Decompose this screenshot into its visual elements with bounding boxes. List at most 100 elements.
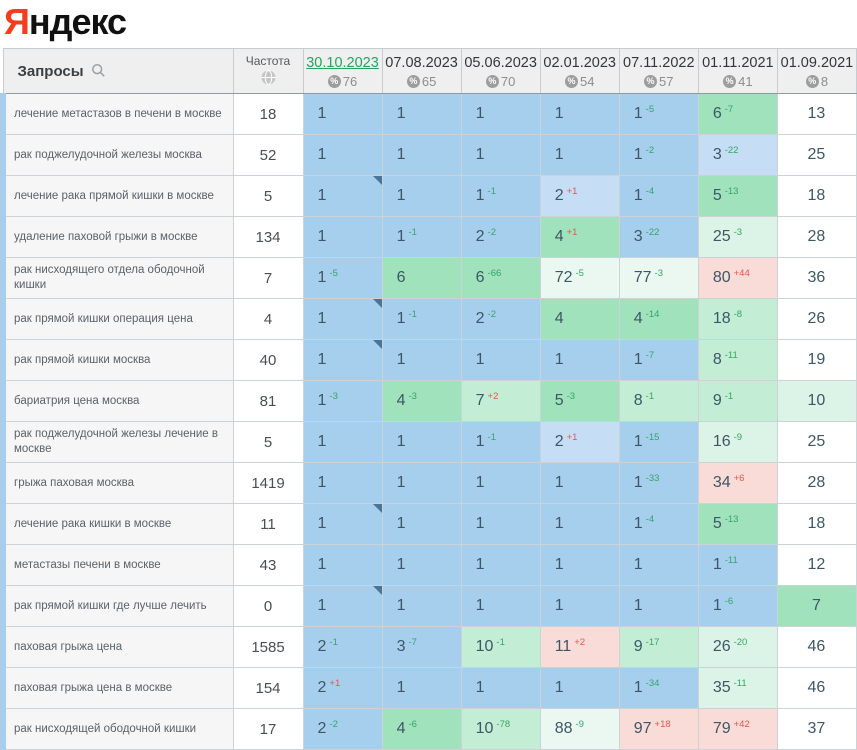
- table-row: удаление паховой грыжи в москве 134 1 1 -1 2-…: [0, 216, 857, 258]
- date-column-header[interactable]: 07.11.2022 % 57: [618, 48, 699, 94]
- date-column-link[interactable]: 07.11.2022: [623, 54, 695, 71]
- query-cell[interactable]: лечение метастазов в печени в москве: [0, 93, 234, 135]
- position-cell: 2 -2: [460, 298, 541, 340]
- frequency-cell: 43: [232, 544, 304, 586]
- position-value: 2: [554, 433, 564, 450]
- query-cell[interactable]: бариатрия цена москва: [0, 380, 234, 422]
- position-cell: 6: [381, 257, 462, 299]
- position-cell: 1 -5: [618, 93, 699, 135]
- frequency-cell: 18: [232, 93, 304, 135]
- position-value: 1: [396, 597, 406, 614]
- date-column-header[interactable]: 01.11.2021% 41: [697, 48, 778, 94]
- date-column-link[interactable]: 05.06.2023: [464, 54, 537, 71]
- queries-column-header: Запросы: [2, 48, 234, 94]
- position-cell: 46: [776, 667, 857, 709]
- position-cell: 2 -2: [460, 216, 541, 258]
- query-cell[interactable]: метастазы печени в москве: [0, 544, 234, 586]
- query-cell[interactable]: рак прямой кишки москва: [0, 339, 234, 381]
- position-value: 37: [807, 720, 826, 737]
- position-cell: 1 -1: [460, 421, 541, 463]
- position-cell: 4 -14: [618, 298, 699, 340]
- query-cell[interactable]: рак нисходящей ободочной кишки: [0, 708, 234, 750]
- position-change: -2: [487, 226, 496, 238]
- position-value: 4: [633, 310, 643, 327]
- percent-circle-icon: %: [805, 74, 819, 88]
- position-cell-with-note: 1: [302, 298, 383, 340]
- date-column-header[interactable]: 02.01.2023% 54: [539, 48, 620, 94]
- position-cell: 1: [302, 544, 383, 586]
- position-value: 12: [807, 556, 826, 573]
- query-cell[interactable]: паховая грыжа цена: [0, 626, 234, 668]
- position-value: 1: [396, 228, 406, 245]
- query-text: паховая грыжа цена в москве: [14, 681, 173, 694]
- position-change: -2: [645, 144, 655, 156]
- position-cell: 1: [302, 134, 383, 176]
- table-row: рак поджелудочной железы москва 52 1 1 1 1 1 -2…: [0, 134, 857, 176]
- position-change: -2: [329, 718, 338, 730]
- date-column-link[interactable]: 02.01.2023: [543, 54, 616, 71]
- position-value: 36: [807, 269, 826, 286]
- table-row: метастазы печени в москве 43 1 1 1 1 1 1 -11 12: [0, 544, 857, 586]
- query-cell[interactable]: рак прямой кишки где лучше лечить: [0, 585, 234, 627]
- position-cell: 25: [776, 134, 857, 176]
- position-value: 1: [396, 351, 406, 368]
- position-change: -34: [645, 677, 660, 689]
- position-cell: 35 -11: [697, 667, 778, 709]
- query-cell[interactable]: паховая грыжа цена в москве: [0, 667, 234, 709]
- query-cell[interactable]: рак нисходящего отдела ободочной кишки: [0, 257, 234, 299]
- column-score: % 57: [620, 74, 698, 89]
- query-cell[interactable]: удаление паховой грыжи в москве: [0, 216, 234, 258]
- frequency-cell: 81: [232, 380, 304, 422]
- column-score: % 76: [304, 74, 382, 89]
- position-change: +1: [566, 431, 578, 443]
- position-value: 8: [633, 392, 643, 409]
- query-cell[interactable]: рак поджелудочной железы москва: [0, 134, 234, 176]
- date-column-header[interactable]: 30.10.2023 % 76: [302, 48, 383, 94]
- position-value: 10: [475, 638, 494, 655]
- position-value: 1: [633, 515, 643, 532]
- date-column-header[interactable]: 05.06.2023% 70: [460, 48, 541, 94]
- position-change: -22: [645, 226, 660, 238]
- table-row: рак поджелудочной железы лечение в москв…: [0, 421, 857, 463]
- position-value: 46: [807, 638, 826, 655]
- position-cell: 1: [381, 585, 462, 627]
- date-column-header[interactable]: 01.09.2021% 8: [776, 48, 857, 94]
- position-cell: 1: [460, 462, 541, 504]
- position-cell: 9 -17: [618, 626, 699, 668]
- date-column-link[interactable]: 01.11.2021: [702, 54, 774, 71]
- query-cell[interactable]: лечение рака кишки в москве: [0, 503, 234, 545]
- date-column-link[interactable]: 01.09.2021: [780, 54, 854, 71]
- percent-circle-icon: %: [485, 74, 499, 88]
- query-cell[interactable]: рак поджелудочной железы лечение в москв…: [0, 421, 234, 463]
- position-value: 1: [317, 351, 327, 368]
- position-cell: 1: [539, 667, 620, 709]
- date-column-link[interactable]: 07.08.2023: [385, 54, 458, 71]
- query-cell[interactable]: лечение рака прямой кишки в москве: [0, 175, 234, 217]
- position-cell: 80 +44: [697, 257, 778, 299]
- date-column-link[interactable]: 30.10.2023: [306, 54, 379, 71]
- query-cell[interactable]: рак прямой кишки операция цена: [0, 298, 234, 340]
- position-value: 1: [475, 515, 485, 532]
- position-cell: 2 +1: [539, 175, 620, 217]
- position-value: 1: [317, 269, 327, 286]
- position-change: -78: [496, 718, 511, 730]
- date-column-header[interactable]: 07.08.2023 % 65: [381, 48, 462, 94]
- yandex-logo[interactable]: Яндекс: [0, 0, 857, 48]
- position-value: 6: [475, 269, 485, 286]
- position-cell: 7: [776, 585, 857, 627]
- position-change: -7: [645, 349, 655, 361]
- query-cell[interactable]: грыжа паховая москва: [0, 462, 234, 504]
- position-change: -22: [724, 144, 739, 156]
- column-score: % 65: [383, 74, 461, 89]
- position-cell: 1: [539, 93, 620, 135]
- position-value: 5: [712, 515, 722, 532]
- position-change: +44: [733, 267, 750, 279]
- position-change: -4: [645, 513, 655, 525]
- percent-circle-icon: %: [327, 74, 341, 88]
- search-icon[interactable]: [91, 63, 106, 78]
- column-score-value: 8: [820, 73, 829, 89]
- position-cell: 4 -3: [381, 380, 462, 422]
- position-change: -20: [733, 636, 748, 648]
- position-value: 2: [554, 187, 564, 204]
- position-cell: 1: [539, 585, 620, 627]
